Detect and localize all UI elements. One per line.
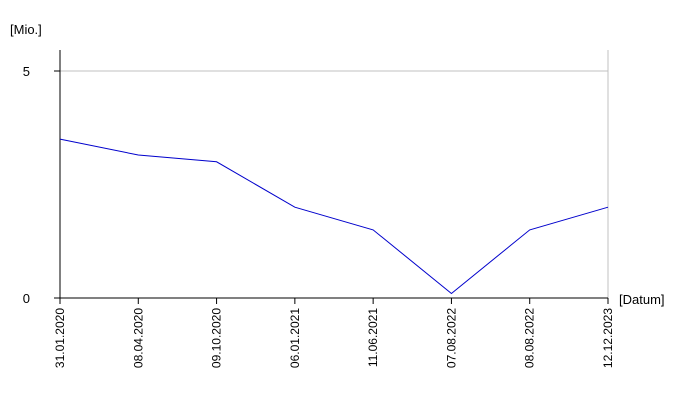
x-tick-label: 11.06.2021 xyxy=(366,308,380,367)
x-tick-label: 06.01.2021 xyxy=(288,308,302,368)
x-axis-label: [Datum] xyxy=(619,292,665,307)
data-line xyxy=(59,138,609,295)
x-tick-label: 08.08.2022 xyxy=(523,308,537,368)
y-tick-label: 5 xyxy=(23,64,30,79)
y-tick-label: 0 xyxy=(23,291,30,306)
x-tick-label: 08.04.2020 xyxy=(131,308,145,368)
x-tick-label: 12.12.2023 xyxy=(601,308,615,368)
y-axis-label: [Mio.] xyxy=(10,22,42,37)
x-tick-label: 31.01.2020 xyxy=(53,308,67,368)
x-tick-label: 09.10.2020 xyxy=(210,308,224,368)
x-tick-label: 07.08.2022 xyxy=(444,308,458,368)
